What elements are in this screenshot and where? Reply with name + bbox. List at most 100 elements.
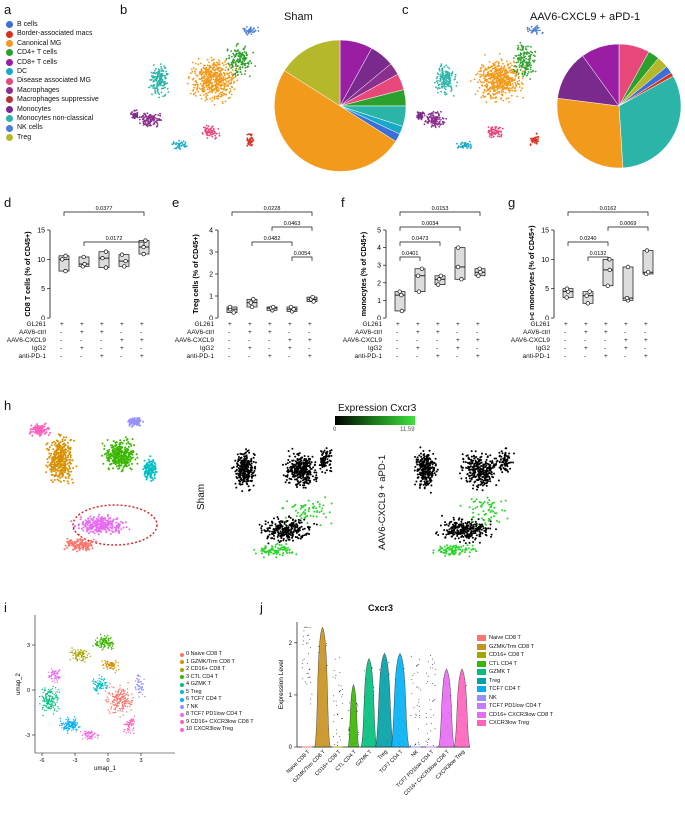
cell-point: [118, 450, 121, 453]
cell-point: [292, 524, 295, 527]
cell-point: [86, 545, 89, 548]
cell-point: [321, 461, 324, 464]
cell-point: [234, 54, 237, 57]
cell-point: [525, 64, 528, 66]
significance-bracket: [607, 226, 649, 231]
cell-point: [312, 466, 315, 469]
cell-point: [260, 525, 263, 528]
cluster-points: [512, 41, 537, 80]
cell-point: [156, 88, 159, 91]
cell-point: [285, 530, 287, 533]
cell-point: [535, 142, 538, 145]
cell-point: [147, 118, 149, 121]
cell-point: [518, 66, 521, 68]
cell-point: [249, 60, 251, 62]
cell-point: [138, 116, 141, 119]
cell-point: [251, 479, 253, 482]
cell-point: [142, 114, 145, 117]
cell-point: [498, 53, 501, 55]
cell-point: [237, 456, 240, 458]
condition-sign: -: [140, 329, 143, 336]
cell-point: [101, 454, 104, 457]
cell-point: [527, 62, 530, 64]
cell-point: [323, 459, 326, 462]
cell-point: [192, 89, 195, 92]
cell-point: [252, 460, 255, 463]
cell-point: [253, 466, 256, 469]
cell-point: [223, 84, 226, 87]
cell-point: [502, 80, 505, 83]
cell-point: [56, 447, 59, 450]
y-tick-label: 0: [377, 316, 381, 321]
cell-point: [296, 486, 298, 488]
cell-point: [444, 91, 447, 94]
cell-point: [441, 67, 444, 69]
cell-point: [153, 87, 155, 89]
cell-point: [121, 451, 124, 454]
cell-point: [484, 84, 486, 87]
cell-point: [71, 478, 73, 481]
cell-point: [34, 424, 37, 427]
cell-point: [45, 471, 48, 474]
cell-point: [434, 81, 436, 84]
cell-point: [142, 420, 144, 423]
cell-point: [284, 481, 287, 484]
cell-point: [289, 468, 292, 471]
cell-point: [251, 143, 253, 146]
cell-point: [510, 94, 513, 97]
cell-point: [156, 84, 159, 86]
cell-point: [79, 547, 82, 550]
cell-point: [72, 439, 75, 442]
cell-point: [288, 524, 291, 527]
cell-point: [235, 69, 237, 72]
cell-point: [484, 95, 487, 98]
cell-point: [497, 91, 500, 93]
cell-point: [424, 120, 427, 122]
cell-point: [151, 469, 154, 472]
cell-point: [495, 70, 498, 73]
cell-point: [208, 61, 210, 64]
cell-point: [315, 471, 318, 474]
condition-sign: -: [228, 329, 231, 336]
cell-point: [104, 526, 107, 529]
cell-point: [234, 482, 237, 485]
cell-point: [526, 28, 529, 31]
cell-point: [481, 85, 484, 87]
cell-point: [96, 519, 99, 522]
cell-point: [505, 69, 508, 72]
cell-point: [517, 77, 520, 80]
cluster-points: [246, 133, 255, 147]
cell-point: [151, 93, 153, 96]
condition-sign: +: [436, 321, 440, 328]
cell-point: [302, 461, 305, 464]
cell-point: [237, 61, 240, 64]
cell-point: [291, 447, 294, 450]
cell-point: [443, 85, 445, 88]
cell-point: [506, 82, 509, 85]
cell-point: [239, 465, 241, 468]
cell-point: [193, 67, 195, 69]
cell-point: [299, 473, 302, 476]
cell-point: [213, 103, 216, 106]
cell-point: [156, 124, 159, 127]
cell-point: [126, 451, 129, 453]
cell-point: [439, 65, 442, 68]
legend-label: Disease associated MG: [17, 77, 91, 85]
pie-slice: [556, 97, 624, 169]
cell-point: [268, 530, 271, 533]
significance-bracket: [399, 241, 441, 246]
cell-point: [289, 531, 292, 534]
cell-point: [108, 457, 111, 460]
cell-point: [505, 84, 507, 86]
cell-point: [157, 114, 160, 117]
cell-point: [214, 131, 216, 133]
cell-point: [110, 526, 113, 529]
cell-point: [70, 541, 73, 544]
condition-sign: -: [80, 353, 83, 360]
data-point: [644, 248, 650, 253]
condition-sign: -: [288, 353, 291, 360]
cell-point: [155, 67, 157, 70]
cell-point: [68, 458, 71, 461]
cell-point: [136, 423, 139, 426]
cell-point: [277, 531, 280, 534]
